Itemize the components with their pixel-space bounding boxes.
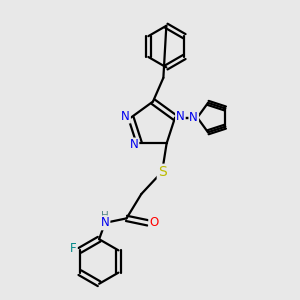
Text: S: S (158, 165, 167, 179)
Text: N: N (176, 110, 185, 123)
Text: F: F (70, 242, 76, 255)
Text: O: O (149, 216, 158, 230)
Text: N: N (189, 111, 198, 124)
Text: H: H (101, 211, 109, 221)
Text: N: N (101, 216, 110, 230)
Text: N: N (130, 139, 138, 152)
Text: N: N (121, 110, 130, 123)
